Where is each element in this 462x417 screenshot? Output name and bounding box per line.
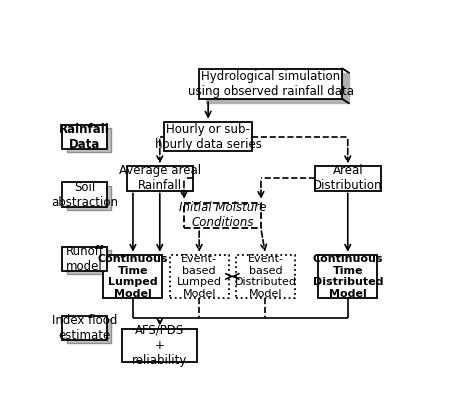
FancyBboxPatch shape xyxy=(199,68,342,99)
Text: Event-
based
Lumped
Model: Event- based Lumped Model xyxy=(176,254,222,299)
Text: Index flood
estimate: Index flood estimate xyxy=(52,314,117,342)
FancyBboxPatch shape xyxy=(127,166,193,191)
FancyBboxPatch shape xyxy=(62,125,107,149)
Text: Hydrological simulation
using observed rainfall data: Hydrological simulation using observed r… xyxy=(188,70,354,98)
FancyBboxPatch shape xyxy=(122,329,197,362)
FancyBboxPatch shape xyxy=(318,255,377,298)
FancyBboxPatch shape xyxy=(206,73,349,103)
Text: Average areal
Rainfall: Average areal Rainfall xyxy=(119,164,201,193)
FancyBboxPatch shape xyxy=(62,247,107,271)
FancyBboxPatch shape xyxy=(184,203,261,228)
FancyBboxPatch shape xyxy=(67,319,111,343)
FancyBboxPatch shape xyxy=(62,183,107,206)
FancyBboxPatch shape xyxy=(170,255,229,298)
FancyBboxPatch shape xyxy=(67,128,111,152)
FancyBboxPatch shape xyxy=(67,250,111,274)
Text: Hourly or sub-
hourly data series: Hourly or sub- hourly data series xyxy=(155,123,261,151)
FancyBboxPatch shape xyxy=(315,166,381,191)
Text: Soil
abstraction: Soil abstraction xyxy=(51,181,118,208)
Text: Continuous
Time
Lumped
Model: Continuous Time Lumped Model xyxy=(97,254,168,299)
FancyBboxPatch shape xyxy=(236,255,295,298)
FancyBboxPatch shape xyxy=(164,122,252,151)
Text: AFS/PDS
+
reliability: AFS/PDS + reliability xyxy=(132,324,188,367)
Text: Rainfall
Data: Rainfall Data xyxy=(59,123,110,151)
Text: Continuous
Time
Distributed
Model: Continuous Time Distributed Model xyxy=(312,254,383,299)
FancyBboxPatch shape xyxy=(67,186,111,210)
Text: Initial Moisture
Conditions: Initial Moisture Conditions xyxy=(179,201,266,229)
Text: Runoff
model: Runoff model xyxy=(66,245,103,273)
FancyBboxPatch shape xyxy=(62,316,107,340)
Text: Areal
Distribution: Areal Distribution xyxy=(313,164,383,193)
FancyBboxPatch shape xyxy=(103,255,163,298)
Text: Event-
based
Distributed
Model: Event- based Distributed Model xyxy=(234,254,297,299)
